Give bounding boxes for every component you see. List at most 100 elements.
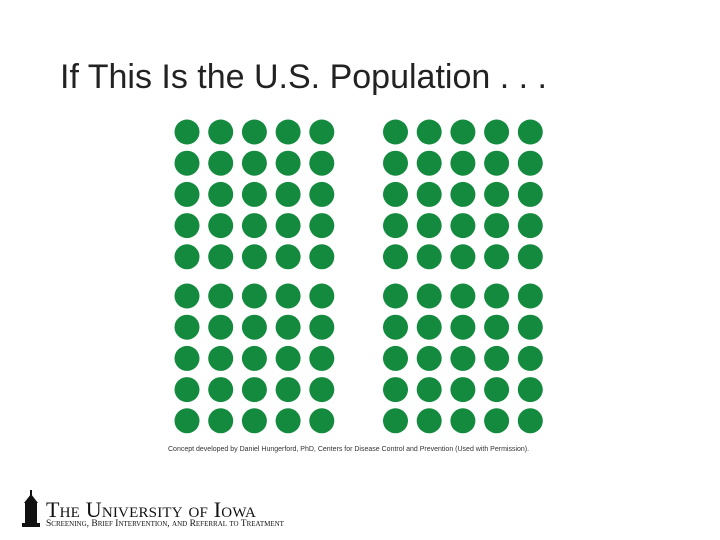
logo-subtitle: Screening, Brief Intervention, and Refer…	[46, 519, 284, 529]
person-dot	[450, 150, 476, 176]
person-dot	[275, 314, 301, 340]
person-dot	[241, 150, 267, 176]
person-dot	[416, 150, 442, 176]
person-dot	[416, 377, 442, 403]
person-dot	[416, 244, 442, 270]
person-dot	[174, 314, 200, 340]
person-dot	[309, 283, 335, 309]
person-dot	[208, 150, 234, 176]
logo-name: The University of Iowa	[46, 497, 257, 522]
person-dot	[484, 377, 510, 403]
person-dot	[174, 244, 200, 270]
person-dot	[309, 150, 335, 176]
person-dot	[450, 345, 476, 371]
person-dot	[517, 213, 543, 239]
person-dot	[275, 150, 301, 176]
person-dot	[383, 119, 408, 145]
person-dot	[309, 181, 335, 207]
person-dot	[241, 345, 267, 371]
person-dot	[416, 283, 442, 309]
person-dot	[416, 181, 442, 207]
person-dot	[484, 181, 510, 207]
person-dot	[275, 408, 301, 434]
person-dot	[517, 283, 543, 309]
person-dot	[383, 283, 408, 309]
person-dot	[241, 119, 267, 145]
person-dot	[275, 244, 301, 270]
person-dot	[517, 408, 543, 434]
slide-title: If This Is the U.S. Population . . .	[60, 58, 547, 96]
person-dot	[450, 314, 476, 340]
person-dot	[484, 150, 510, 176]
person-dot	[383, 213, 408, 239]
person-dot	[484, 119, 510, 145]
person-dot	[309, 314, 335, 340]
person-dot	[383, 345, 408, 371]
person-dot	[383, 244, 408, 270]
person-dot	[416, 345, 442, 371]
person-dot	[450, 181, 476, 207]
person-dot	[383, 150, 408, 176]
person-dot	[174, 150, 200, 176]
person-dot	[174, 213, 200, 239]
person-dot	[309, 377, 335, 403]
person-dot	[484, 283, 510, 309]
person-dot	[241, 213, 267, 239]
person-dot	[450, 283, 476, 309]
person-dot	[517, 244, 543, 270]
person-dot	[309, 244, 335, 270]
person-dot	[383, 408, 408, 434]
person-dot	[450, 408, 476, 434]
person-dot	[484, 345, 510, 371]
person-dot	[383, 181, 408, 207]
person-dot	[416, 314, 442, 340]
person-dot	[309, 213, 335, 239]
person-dot	[174, 181, 200, 207]
person-dot	[517, 150, 543, 176]
person-dot	[517, 119, 543, 145]
person-dot	[174, 377, 200, 403]
logo-icon	[22, 490, 40, 527]
person-dot	[416, 408, 442, 434]
person-dot	[275, 377, 301, 403]
person-dot	[275, 181, 301, 207]
person-dot	[275, 283, 301, 309]
person-dot	[208, 213, 234, 239]
person-dot	[174, 283, 200, 309]
person-dot	[450, 119, 476, 145]
person-dot	[241, 283, 267, 309]
person-dot	[450, 213, 476, 239]
person-dot	[174, 408, 200, 434]
person-dot	[275, 345, 301, 371]
person-dot	[241, 314, 267, 340]
person-dot	[174, 345, 200, 371]
person-dot	[275, 213, 301, 239]
person-dot	[208, 283, 234, 309]
person-dot	[517, 181, 543, 207]
person-dot	[174, 119, 200, 145]
person-dot	[484, 314, 510, 340]
person-dot	[208, 345, 234, 371]
person-dot	[484, 244, 510, 270]
person-dot	[208, 377, 234, 403]
person-dot	[484, 408, 510, 434]
person-dot	[517, 314, 543, 340]
person-dot	[517, 377, 543, 403]
person-dot	[484, 213, 510, 239]
person-dot	[416, 119, 442, 145]
person-dot	[383, 314, 408, 340]
person-dot	[309, 408, 335, 434]
person-dot	[241, 377, 267, 403]
person-dot	[450, 244, 476, 270]
person-dot	[275, 119, 301, 145]
person-dot	[309, 345, 335, 371]
person-dot	[208, 181, 234, 207]
person-dot	[517, 345, 543, 371]
person-dot	[241, 408, 267, 434]
person-dot	[241, 244, 267, 270]
person-dot	[241, 181, 267, 207]
caption: Concept developed by Daniel Hungerford, …	[168, 446, 530, 453]
person-dot	[208, 408, 234, 434]
